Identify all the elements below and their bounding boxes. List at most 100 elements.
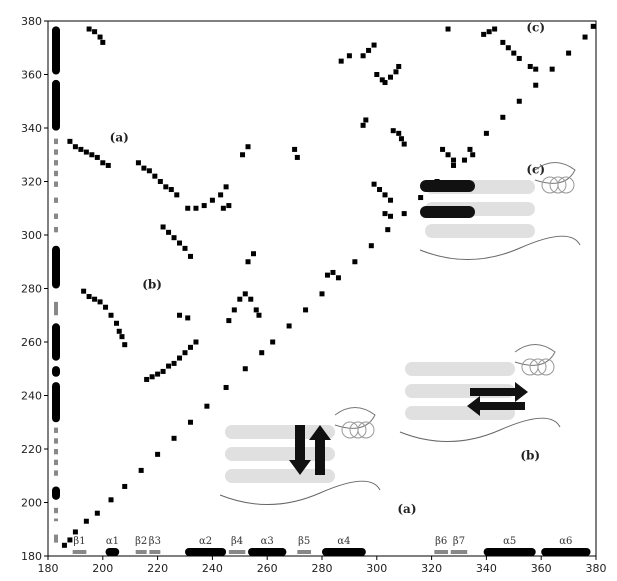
- segment-label: α5: [503, 536, 516, 547]
- x-tick-label: 380: [586, 562, 607, 575]
- x-tick-label: 260: [257, 562, 278, 575]
- left-strand-segment: [54, 427, 58, 433]
- contact-point: [149, 374, 155, 380]
- helix-ribbon: [225, 447, 335, 461]
- inset-structure-b: [399, 344, 561, 443]
- y-tick-label: 240: [21, 390, 42, 403]
- helix-ribbon: [405, 362, 515, 376]
- contact-point: [114, 320, 119, 326]
- coil-loop: [419, 235, 581, 261]
- coil-loop: [514, 344, 556, 366]
- contact-point: [185, 205, 191, 211]
- contact-point: [533, 82, 539, 88]
- annotation-label: (c): [526, 21, 545, 35]
- segment-label: β2: [135, 536, 147, 547]
- segment-label: β7: [453, 536, 465, 547]
- contact-point: [94, 154, 100, 160]
- contact-point: [324, 272, 330, 278]
- segment-label: β3: [149, 536, 161, 547]
- contact-point: [157, 179, 163, 184]
- contact-point: [393, 69, 399, 75]
- contact-point: [67, 138, 73, 144]
- left-helix-segment: [52, 486, 60, 500]
- y-tick-label: 340: [21, 122, 42, 135]
- helix-segment: [248, 548, 287, 556]
- helix-segment: [105, 548, 120, 556]
- contact-point: [590, 23, 596, 29]
- y-tick-label: 220: [21, 443, 42, 456]
- left-strand-segment: [54, 470, 58, 476]
- segment-label: α1: [106, 536, 119, 547]
- contact-point: [220, 205, 226, 211]
- left-strand-segment: [54, 197, 58, 203]
- contact-point: [171, 435, 177, 441]
- coil-loop: [534, 162, 576, 184]
- left-structure-bar: [52, 26, 60, 543]
- helix-ribbon: [225, 425, 335, 439]
- x-tick-label: 180: [38, 562, 59, 575]
- contact-point: [81, 288, 87, 294]
- contact-point: [390, 128, 396, 134]
- y-tick-label: 360: [21, 69, 42, 82]
- helix-segment: [541, 548, 591, 556]
- x-tick-label: 280: [312, 562, 333, 575]
- contact-point: [566, 50, 572, 56]
- helix-turn: [537, 358, 555, 376]
- strand-segment: [72, 550, 87, 554]
- contact-point: [346, 53, 352, 59]
- left-strand-segment: [54, 226, 58, 233]
- contact-point: [146, 168, 152, 174]
- x-tick-label: 200: [92, 562, 113, 575]
- x-tick-label: 340: [476, 562, 497, 575]
- left-helix-segment: [52, 382, 60, 423]
- contact-point: [231, 307, 237, 313]
- left-helix-segment: [52, 79, 60, 131]
- contact-point: [187, 253, 193, 259]
- contact-point: [533, 66, 539, 72]
- highlight-strand: [289, 425, 311, 475]
- contact-point: [103, 304, 109, 310]
- strand-segment: [149, 550, 161, 554]
- annotation-label: (b): [142, 278, 162, 292]
- left-strand-segment: [54, 449, 58, 455]
- contact-point: [527, 63, 533, 69]
- contact-point: [138, 467, 144, 473]
- contact-point: [360, 53, 366, 59]
- left-strand-segment: [54, 438, 58, 444]
- contact-point: [382, 192, 388, 198]
- contact-point: [218, 192, 224, 198]
- contact-point: [83, 149, 89, 155]
- y-tick-label: 280: [21, 283, 42, 296]
- contact-point: [209, 197, 215, 203]
- contact-point: [72, 529, 78, 535]
- contact-point: [86, 26, 92, 32]
- x-tick-label: 320: [421, 562, 442, 575]
- highlight-strand: [467, 396, 525, 416]
- helix-turn: [529, 358, 547, 376]
- contact-point: [155, 371, 161, 377]
- contact-point: [248, 296, 254, 302]
- contact-point: [445, 152, 451, 158]
- segment-label: β4: [231, 536, 243, 547]
- contact-point: [251, 251, 256, 257]
- coil-loop: [399, 417, 561, 443]
- x-tick-label: 220: [147, 562, 168, 575]
- contact-point: [511, 50, 517, 56]
- contact-point: [451, 162, 457, 168]
- left-helix-segment: [52, 245, 60, 289]
- segment-label: α6: [559, 536, 572, 547]
- contact-point: [549, 66, 555, 72]
- contact-point: [223, 384, 229, 390]
- contact-point: [119, 334, 125, 340]
- contact-point: [319, 291, 325, 297]
- contact-point: [177, 312, 183, 318]
- y-tick-label: 380: [21, 15, 42, 28]
- contact-point: [100, 160, 106, 166]
- contact-point: [72, 144, 78, 150]
- helix-turn: [349, 421, 367, 439]
- axis-ticks: 180 200 220 240 260 280 300 320 340 360 380 180 200 2…: [21, 15, 607, 575]
- coil-loop: [334, 407, 376, 429]
- contact-point: [505, 45, 511, 51]
- contact-point: [396, 130, 402, 136]
- helix-segment: [322, 548, 366, 556]
